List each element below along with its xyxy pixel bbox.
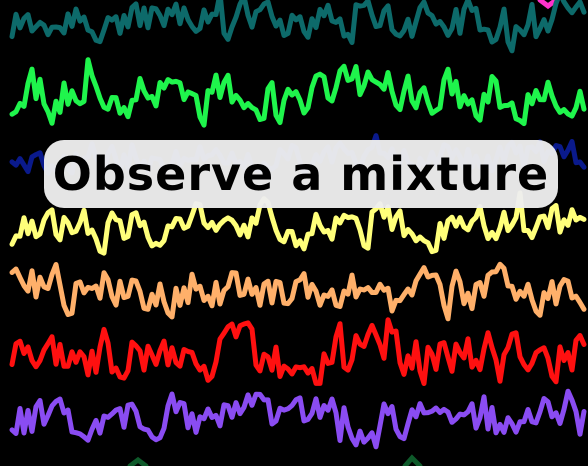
yellow-signal — [9, 190, 587, 256]
green-signal — [9, 57, 587, 128]
red-signal — [9, 317, 587, 386]
teal-signal — [9, 0, 587, 54]
purple-signal — [9, 388, 587, 450]
orange-signal — [9, 261, 587, 322]
magenta-signal-fragment — [537, 0, 559, 10]
dark-green-signal-fragment — [127, 454, 423, 466]
caption-banner: Observe a mixture — [44, 140, 558, 208]
